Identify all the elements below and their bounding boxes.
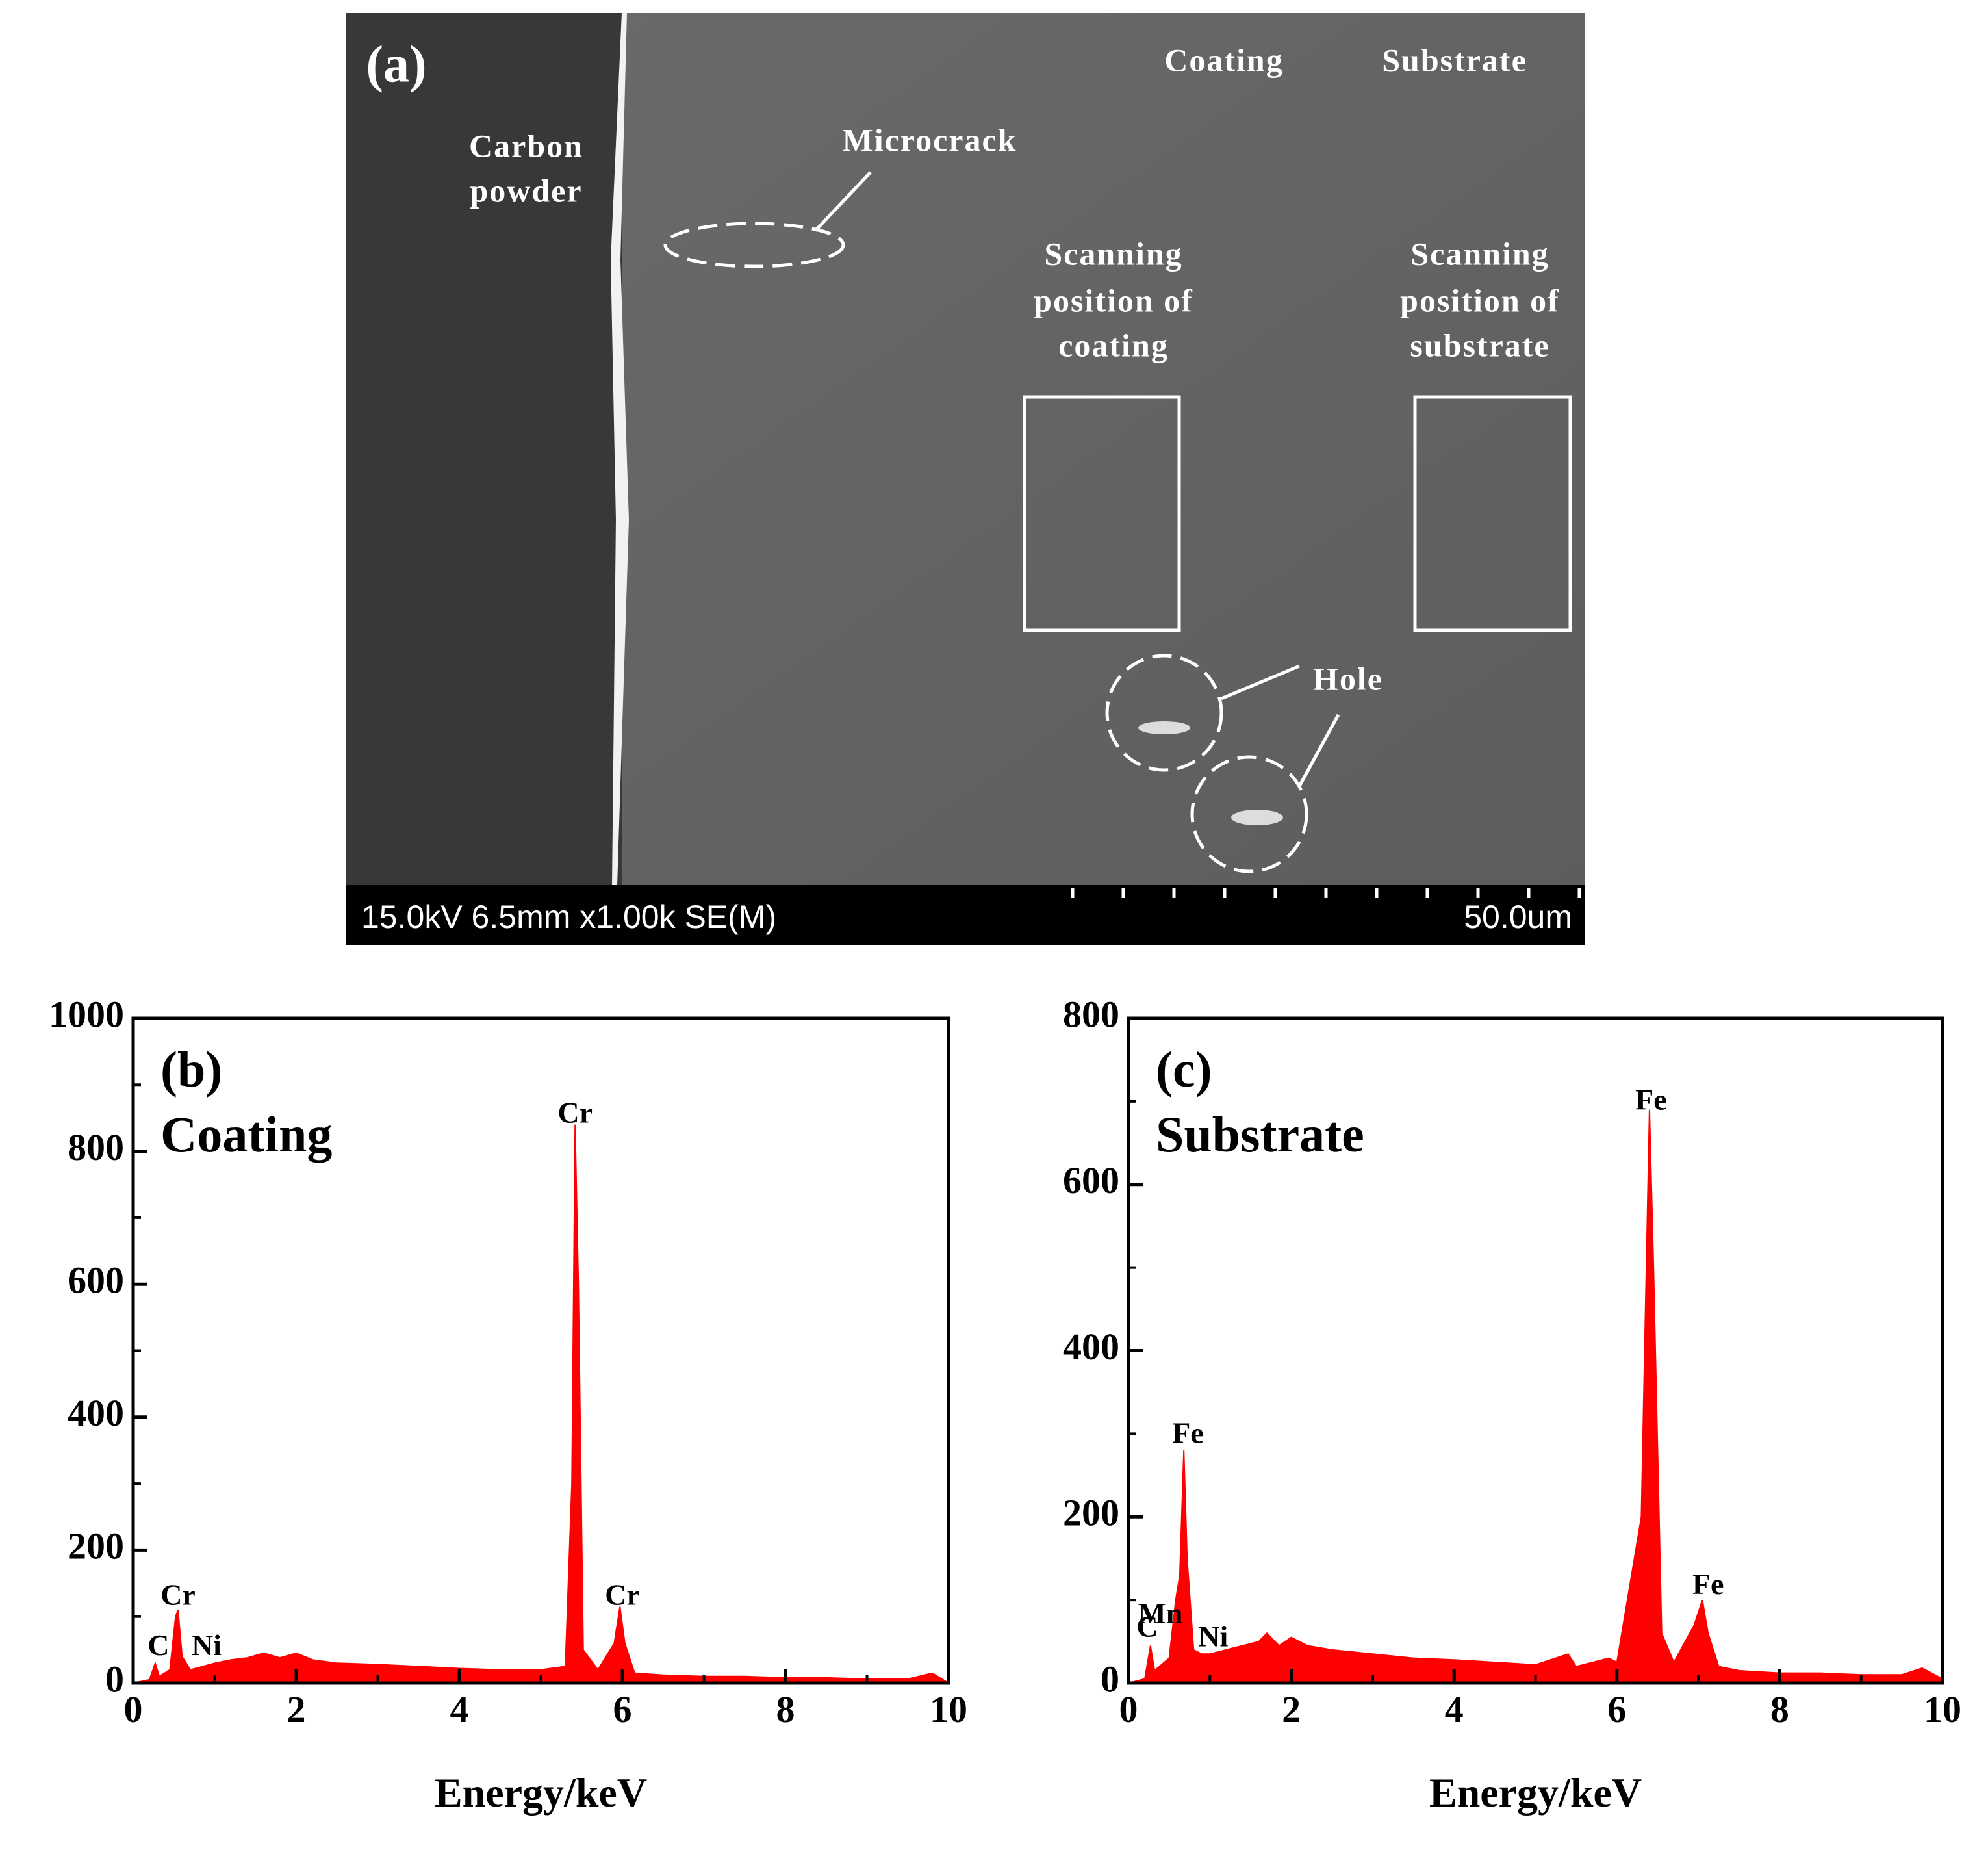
hole — [1138, 721, 1190, 734]
y-tick-label: 0 — [105, 1658, 124, 1700]
panel-subtitle: Substrate — [1156, 1106, 1364, 1163]
sem-label: Microcrack — [843, 122, 1017, 158]
y-tick-label: 0 — [1101, 1658, 1119, 1700]
panel-subtitle: Coating — [160, 1106, 332, 1163]
y-tick-label: 400 — [1063, 1326, 1119, 1368]
panel-label: (b) — [160, 1041, 222, 1098]
x-axis-label: Energy/keV — [435, 1769, 647, 1816]
y-tick-label: 600 — [1063, 1159, 1119, 1202]
scan-box-coating — [1023, 395, 1181, 632]
peak-label: Fe — [1692, 1567, 1724, 1601]
y-tick-label: 800 — [1063, 993, 1119, 1035]
sem-label: Hole — [1313, 660, 1383, 697]
sem-label: position of — [1034, 282, 1193, 318]
x-tick-label: 8 — [776, 1688, 795, 1730]
sem-label: coating — [1058, 327, 1169, 363]
sem-label: Substrate — [1382, 42, 1527, 78]
peak-label: Fe — [1635, 1083, 1667, 1116]
sem-label: Scanning — [1044, 235, 1182, 272]
x-tick-label: 10 — [930, 1688, 967, 1730]
peak-label: Cr — [557, 1096, 593, 1129]
carbon-region — [346, 13, 622, 885]
sem-label: substrate — [1410, 327, 1549, 363]
peak-label: Cr — [160, 1578, 196, 1611]
x-tick-label: 6 — [613, 1688, 632, 1730]
peak-label: Cr — [605, 1578, 640, 1611]
sem-label: Coating — [1164, 42, 1283, 78]
scale-ticks — [1071, 888, 1581, 898]
info-text: 15.0kV 6.5mm x1.00k SE(M) — [361, 899, 776, 935]
x-tick-label: 0 — [124, 1688, 143, 1730]
peak-label: Ni — [1198, 1620, 1228, 1653]
leader-line — [1297, 714, 1340, 788]
x-tick-label: 8 — [1770, 1688, 1789, 1730]
scan-box-substrate — [1413, 395, 1572, 632]
y-tick-label: 400 — [68, 1392, 124, 1434]
interface-edge — [611, 13, 629, 885]
x-axis-label: Energy/keV — [1429, 1769, 1642, 1816]
leader-line — [1221, 664, 1300, 701]
peak-label: Fe — [1172, 1416, 1204, 1449]
spectrum — [1128, 1109, 1943, 1684]
x-tick-label: 0 — [1119, 1688, 1138, 1730]
x-tick-label: 2 — [287, 1688, 306, 1730]
peak-label: C — [1136, 1610, 1158, 1643]
hole-circle — [1190, 755, 1308, 873]
x-tick-label: 4 — [1445, 1688, 1464, 1730]
scale-text: 50.0um — [1464, 899, 1572, 935]
y-tick-label: 1000 — [49, 993, 124, 1035]
peak-label: Ni — [192, 1628, 222, 1662]
peak-label: C — [147, 1628, 169, 1662]
sem-image: (a) Carbon powder Microcrack Coating Sub… — [346, 13, 1585, 945]
microcrack-ellipse — [663, 222, 845, 268]
y-tick-label: 200 — [68, 1525, 124, 1567]
x-tick-label: 10 — [1924, 1688, 1961, 1730]
hole — [1231, 810, 1283, 825]
x-tick-label: 4 — [450, 1688, 469, 1730]
y-tick-label: 600 — [68, 1259, 124, 1302]
panel-label: (a) — [366, 36, 426, 93]
info-bar — [346, 885, 1585, 945]
y-tick-label: 800 — [68, 1126, 124, 1168]
sem-label: Carbon — [469, 127, 583, 164]
hole-circle — [1105, 654, 1223, 772]
peak-label: Mn — [1138, 1597, 1182, 1630]
sem-label: Scanning — [1410, 235, 1549, 272]
sem-label: powder — [470, 172, 582, 209]
leader-line — [814, 171, 872, 232]
panel-label: (c) — [1156, 1041, 1212, 1098]
sem-label: position of — [1400, 282, 1560, 318]
x-tick-label: 2 — [1282, 1688, 1301, 1730]
y-tick-label: 200 — [1063, 1492, 1119, 1534]
spectrum — [133, 1124, 951, 1684]
x-tick-label: 6 — [1607, 1688, 1626, 1730]
